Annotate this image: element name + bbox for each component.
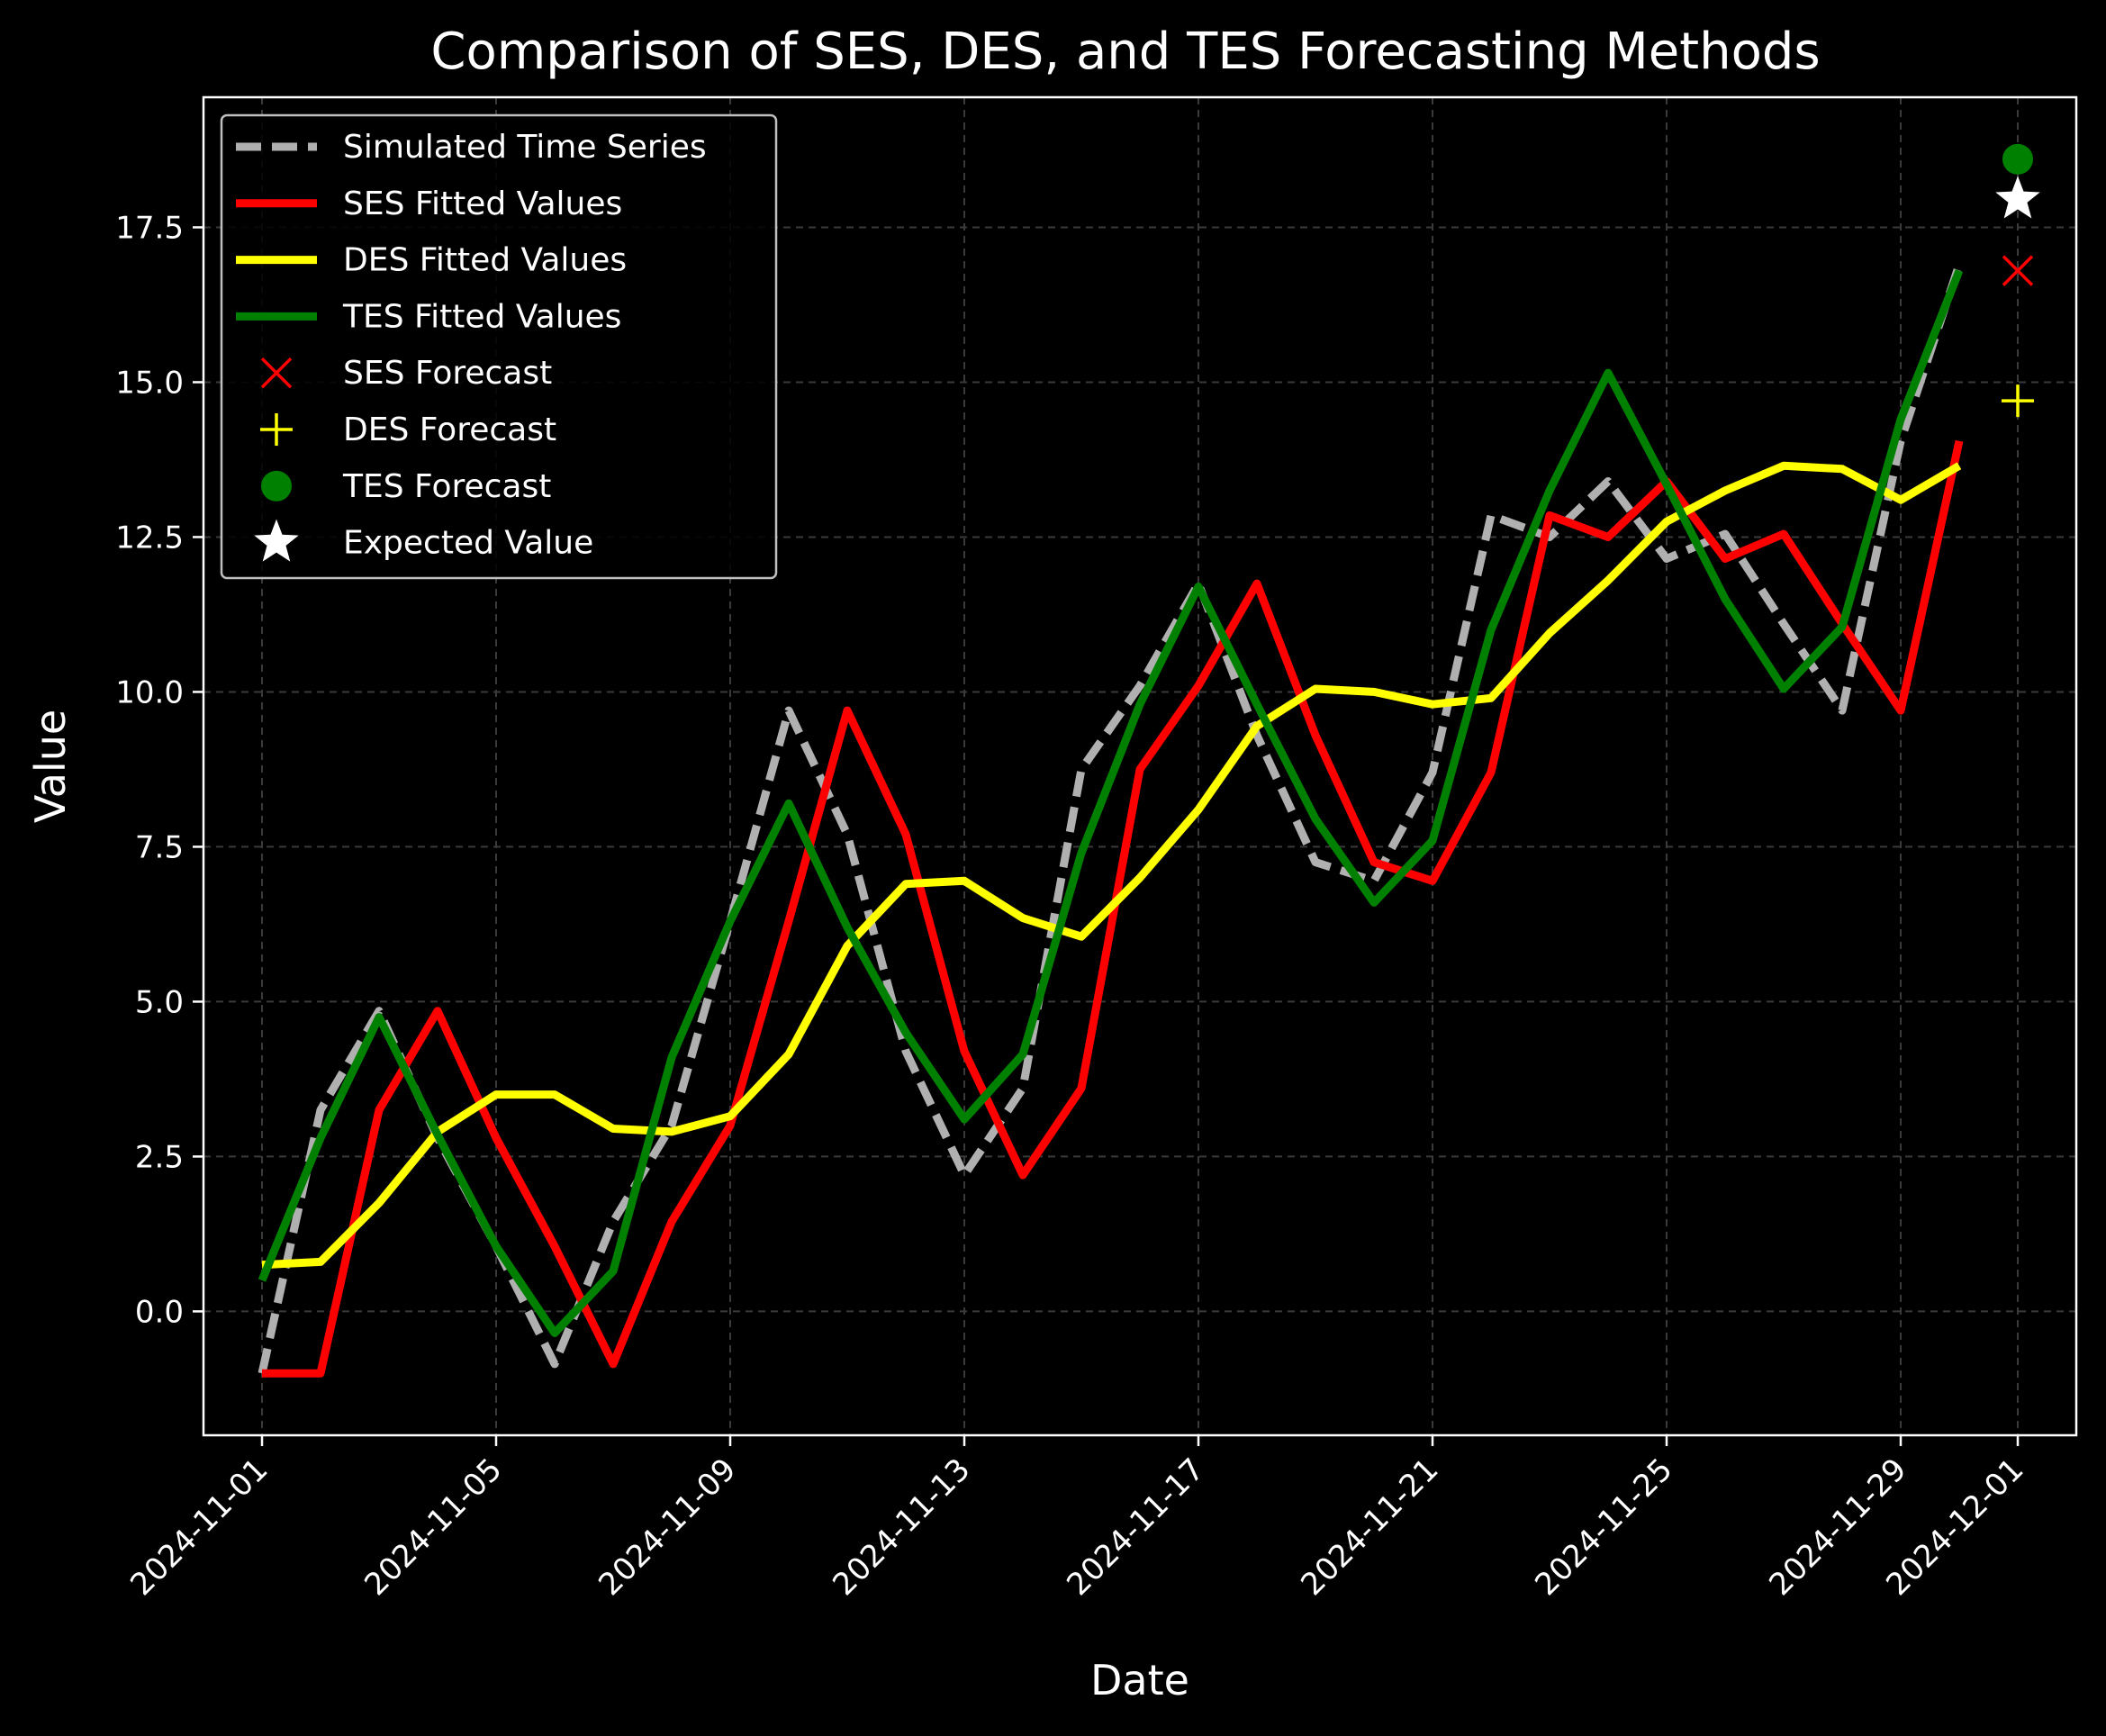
forecast-markers [1995,143,2040,418]
y-tick-label: 0.0 [135,1294,184,1330]
legend-entry-tes-forecast: TES Forecast [261,468,551,505]
y-tick-label: 2.5 [135,1139,184,1175]
legend-label: DES Fitted Values [343,242,627,279]
legend-entry-des-fitted-values: DES Fitted Values [236,242,627,279]
y-tick-label: 5.0 [135,984,184,1020]
series-line-simulated-time-series [258,263,1964,1375]
y-tick-label: 10.0 [115,674,184,710]
plot-area [202,95,2078,1437]
x-axis-label: Date [1090,1656,1189,1704]
legend-label: TES Forecast [342,468,551,505]
forecast-marker-expected-value [1995,176,2040,219]
legend-swatch [254,519,299,562]
legend-label: SES Fitted Values [343,185,622,222]
legend-swatch [261,470,292,502]
y-axis-label: Value [26,710,75,823]
legend-entry-simulated-time-series: Simulated Time Series [236,129,707,166]
legend-label: SES Forecast [343,355,552,392]
legend-entry-tes-fitted-values: TES Fitted Values [236,298,621,335]
legend-label: Simulated Time Series [343,129,707,166]
legend-swatch [260,413,293,446]
y-tick-label: 17.5 [115,210,184,246]
legend-label: Expected Value [343,525,593,562]
legend-label: TES Fitted Values [342,298,621,335]
forecast-marker-des-forecast [2002,384,2034,418]
y-tick-label: 15.0 [115,365,184,401]
y-tick-label: 12.5 [115,520,184,556]
y-tick-label: 7.5 [135,829,184,865]
forecast-marker-tes-forecast [2002,143,2033,175]
legend-entry-ses-fitted-values: SES Fitted Values [236,185,622,222]
legend-entry-des-forecast: DES Forecast [260,411,556,448]
series-line-des-fitted-values [261,461,1962,1270]
legend-entry-expected-value: Expected Value [254,519,593,562]
series-line-ses-fitted-values [262,439,1964,1378]
legend: Simulated Time Series SES Fitted Values DE… [220,113,778,580]
forecast-marker-ses-forecast [2002,255,2034,286]
plot-series [258,263,1964,1378]
chart-title: Comparison of SES, DES, and TES Forecast… [430,23,1820,81]
legend-frame [220,113,778,580]
legend-label: DES Forecast [343,411,556,448]
legend-swatch [260,357,293,389]
legend-entry-ses-forecast: SES Forecast [260,355,552,392]
series-line-tes-fitted-values [258,268,1964,1337]
